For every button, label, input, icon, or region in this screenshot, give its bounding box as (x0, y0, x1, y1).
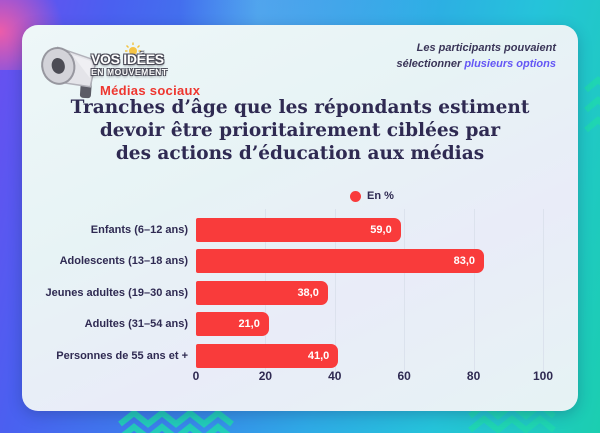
logo-line2: EN MOUVEMENT (91, 67, 168, 77)
chart-row: Adolescents (13–18 ans) 83,0 (22, 246, 578, 278)
lightbulb-icon (125, 42, 141, 58)
logo-text: VOS IDÉES EN MOUVEMENT (91, 52, 168, 77)
bar: 21,0 (196, 312, 269, 337)
gridline (334, 209, 336, 379)
chart-title: Tranches d’âge que les répondants estime… (22, 96, 578, 165)
x-tick-label: 20 (258, 369, 273, 383)
bar-value-label: 38,0 (297, 286, 319, 299)
note-line1: Les participants pouvaient (416, 42, 556, 54)
chart-row: Personnes de 55 ans et + 41,0 (22, 340, 578, 372)
x-tick-label: 80 (466, 369, 481, 383)
chart-legend: En % (350, 190, 394, 202)
x-tick-label: 100 (532, 369, 554, 383)
title-line3: des actions d’éducation aux médias (115, 143, 485, 164)
bar: 83,0 (196, 249, 484, 274)
chart-row: Enfants (6–12 ans) 59,0 (22, 214, 578, 246)
bar-value-label: 59,0 (370, 223, 392, 236)
bar: 38,0 (196, 280, 328, 305)
x-tick-label: 0 (192, 369, 200, 383)
bar-value-label: 21,0 (238, 318, 260, 331)
chart-row: Jeunes adultes (19–30 ans) 38,0 (22, 277, 578, 309)
gridline (543, 209, 544, 379)
category-label: Enfants (6–12 ans) (90, 223, 188, 236)
gridline (473, 209, 475, 379)
background-cyan-accent (180, 0, 440, 26)
category-label: Adolescents (13–18 ans) (59, 255, 188, 268)
legend-label: En % (367, 190, 394, 202)
gridline (404, 209, 406, 379)
megaphone-icon (41, 46, 97, 99)
chart-card: VOS IDÉES EN MOUVEMENT Médias sociaux Le… (22, 25, 578, 411)
chart-row: Adultes (31–54 ans) 21,0 (22, 309, 578, 341)
note-highlight: plusieurs options (464, 58, 556, 70)
category-label: Personnes de 55 ans et + (56, 349, 188, 362)
legend-marker-icon (350, 190, 361, 202)
survey-note: Les participants pouvaient sélectionner … (396, 40, 556, 72)
category-label: Jeunes adultes (19–30 ans) (45, 286, 188, 299)
category-label: Adultes (31–54 ans) (84, 318, 188, 331)
bar: 59,0 (196, 217, 401, 242)
note-line2-prefix: sélectionner (396, 58, 465, 70)
x-tick-label: 40 (328, 369, 342, 383)
bar-value-label: 41,0 (307, 349, 330, 362)
x-tick-label: 60 (397, 369, 411, 383)
logo-line1: VOS IDÉES (91, 51, 164, 67)
brand-logo: VOS IDÉES EN MOUVEMENT Médias sociaux (36, 30, 216, 110)
logo-subtitle: Médias sociaux (100, 83, 201, 98)
bar: 41,0 (196, 343, 339, 368)
title-line1: Tranches d’âge que les répondants estime… (70, 97, 530, 118)
bar-chart: 0 20 40 60 80 100 Enfants (6–12 ans) 59,0 Adoles… (22, 25, 578, 411)
note-line2: sélectionner plusieurs options (396, 56, 556, 72)
bar-value-label: 83,0 (453, 255, 475, 268)
title-line2: devoir être prioritairement ciblées par (99, 120, 501, 141)
